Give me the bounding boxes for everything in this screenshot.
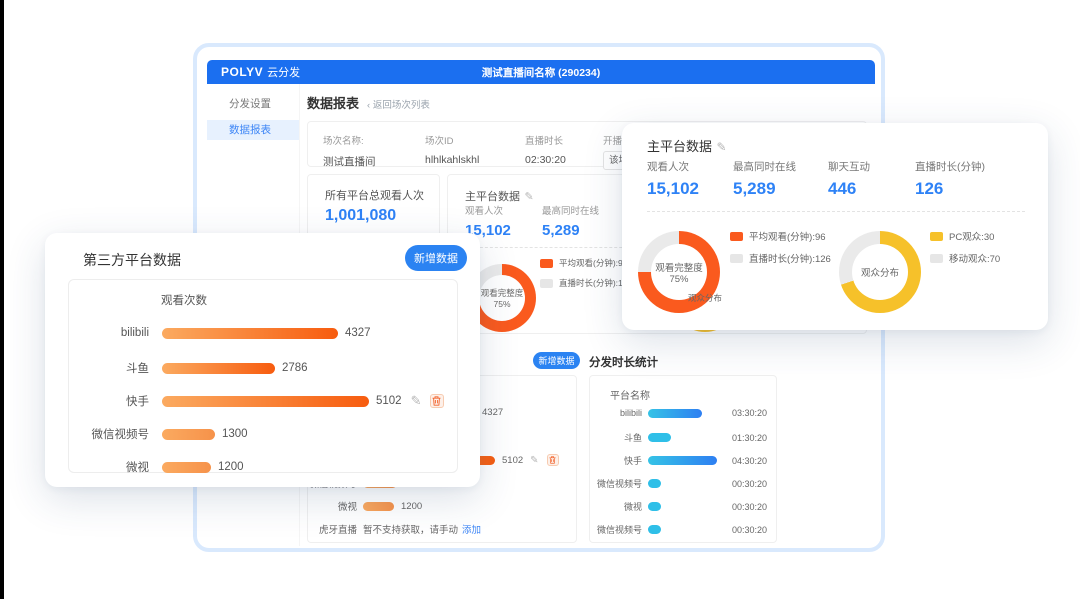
- bar-row-weishi: 微视 1200: [337, 500, 423, 514]
- logo-text: POLYV: [221, 65, 264, 79]
- session-duration-field: 直播时长 02:30:20: [525, 136, 566, 166]
- main-platform-card-title: 主平台数据: [647, 139, 713, 154]
- platform-name-header: 平台名称: [610, 391, 650, 402]
- bar-row-huya-unsupported: 虎牙直播 暂不支持获取，请手动 添加: [308, 522, 576, 536]
- audience-legend: PC观众:30 移动观众:70: [930, 229, 1000, 273]
- polyv-logo: POLYV 云分发: [221, 64, 300, 80]
- stat-peak-online: 最高同时在线 5,289: [542, 206, 600, 239]
- edit-icon[interactable]: ✎: [530, 454, 539, 466]
- bar: [648, 479, 661, 488]
- third-party-float-card: 第三方平台数据 新增数据 观看次数 bilibili 4327 斗鱼 2786 …: [45, 233, 480, 487]
- completeness-legend: 平均观看(分钟):96 直播时长(分钟):126: [540, 257, 632, 297]
- bar: [162, 327, 338, 339]
- total-viewers-label: 所有平台总观看人次: [325, 190, 424, 202]
- audience-donut: 观众分布: [839, 231, 921, 313]
- bar: [648, 433, 671, 442]
- bar: [162, 461, 211, 473]
- completeness-donut: 观看完整度 75%: [638, 231, 720, 313]
- bar: [648, 456, 717, 465]
- product-name: 云分发: [267, 67, 301, 79]
- chevron-left-icon: ‹: [367, 100, 373, 111]
- duration-row-douyu: 斗鱼 01:30:20: [623, 432, 768, 444]
- bar-row-bilibili: bilibili 4327: [120, 327, 371, 339]
- legend-swatch: [930, 253, 943, 263]
- duration-row-wechat-channel: 微信视频号 00:30:20: [596, 478, 768, 490]
- sidebar-item-data-report[interactable]: 数据报表: [207, 120, 299, 140]
- duration-row-wechat-channel-2: 微信视频号 00:30:20: [596, 524, 768, 536]
- legend-swatch: [730, 253, 743, 263]
- edit-icon[interactable]: ✎: [716, 140, 727, 154]
- legend-swatch: [540, 278, 553, 288]
- bar-row-douyu: 斗鱼 2786: [126, 362, 308, 375]
- bar-row-weishi: 微视 1200: [126, 461, 244, 474]
- third-party-card-title: 第三方平台数据: [83, 252, 181, 268]
- view-count-column-header: 观看次数: [161, 295, 207, 307]
- bar-row-kuaishou: 快手 5102 ✎: [69, 393, 457, 409]
- legend-swatch: [540, 258, 553, 268]
- completeness-donut: 观看完整度 75%: [468, 264, 536, 332]
- main-platform-title: 主平台数据: [465, 191, 520, 203]
- stat-chat: 聊天互动 446: [828, 161, 870, 198]
- back-to-session-list-link[interactable]: ‹ 返回场次列表: [367, 100, 430, 111]
- sidebar-item-distribution-settings[interactable]: 分发设置: [229, 98, 271, 110]
- bar: [162, 362, 275, 374]
- room-title: 测试直播间名称 (290234): [481, 66, 601, 79]
- bar: [162, 428, 215, 440]
- stat-live-minutes: 直播时长(分钟) 126: [915, 161, 985, 198]
- audience-donut: 观众分布: [671, 264, 739, 332]
- bar: [363, 501, 394, 511]
- bar: [162, 395, 369, 407]
- app-titlebar: POLYV 云分发 测试直播间名称 (290234): [207, 60, 875, 84]
- duration-row-bilibili: bilibili 03:30:20: [619, 408, 768, 418]
- duration-section-title: 分发时长统计: [589, 357, 658, 369]
- session-name-field: 场次名称: 测试直播间: [323, 136, 376, 168]
- add-manually-link[interactable]: 添加: [462, 525, 482, 536]
- delete-icon[interactable]: [546, 454, 559, 466]
- page-title: 数据报表: [307, 96, 360, 111]
- stat-viewers: 观看人次 15,102: [465, 206, 511, 239]
- completeness-legend: 平均观看(分钟):96 直播时长(分钟):126: [730, 229, 831, 273]
- edit-icon[interactable]: ✎: [524, 191, 534, 203]
- screen-edge-artifact: [0, 0, 4, 599]
- legend-swatch: [730, 231, 743, 241]
- bar: [648, 525, 661, 534]
- duration-stats-panel: 平台名称 bilibili 03:30:20 斗鱼 01:30:20 快手 04…: [589, 375, 777, 543]
- delete-icon[interactable]: [429, 394, 444, 408]
- stat-viewers: 观看人次 15,102: [647, 161, 699, 198]
- divider: [647, 211, 1025, 212]
- legend-swatch: [930, 231, 943, 241]
- bar-row-wechat-channel: 微信视频号 1300: [91, 428, 248, 441]
- total-viewers-value: 1,001,080: [325, 207, 397, 224]
- add-data-button[interactable]: 新增数据: [405, 245, 467, 271]
- edit-icon[interactable]: ✎: [410, 393, 422, 408]
- session-id-field: 场次ID hlhlkahlskhl: [425, 136, 480, 166]
- view-count-chart: 观看次数 bilibili 4327 斗鱼 2786 快手 5102 ✎: [68, 279, 458, 474]
- main-platform-float-card: 主平台数据 ✎ 观看人次 15,102 最高同时在线 5,289 聊天互动 44…: [622, 123, 1048, 330]
- add-data-button-small[interactable]: 新增数据: [533, 352, 580, 369]
- duration-row-weishi: 微视 00:30:20: [623, 501, 768, 513]
- stat-peak-online: 最高同时在线 5,289: [733, 161, 796, 198]
- bar: [648, 408, 702, 418]
- bar: [648, 502, 661, 511]
- duration-row-kuaishou: 快手 04:30:20: [623, 455, 768, 467]
